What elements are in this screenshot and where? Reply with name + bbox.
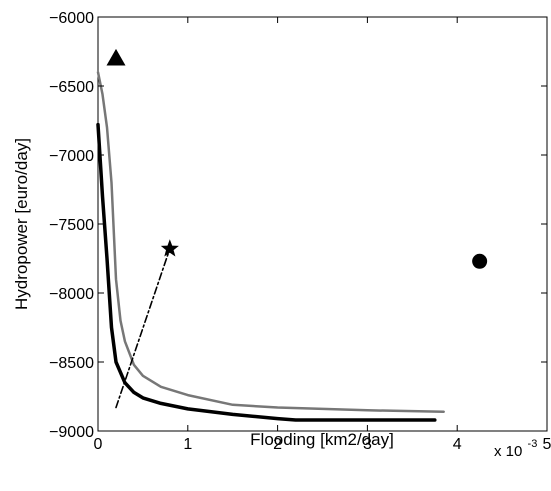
x-tick-label: 4 [453,436,462,453]
star-marker [160,239,179,257]
y-tick-label: −7500 [49,217,94,234]
x-multiplier-label: x 10 -3 [494,438,537,460]
x-tick-label: 3 [363,436,372,453]
y-axis-label: Hydropower [euro/day] [12,138,31,310]
marker-layer [106,48,488,269]
x-tick-label: 5 [543,436,551,453]
x-multiplier-base: x 10 [494,443,522,460]
series-line-3 [115,248,171,409]
x-axis-label: Flooding [km2/day] [250,430,394,449]
y-tick-label: −8500 [49,355,94,372]
series-line-1 [96,70,445,413]
tick-layer: 0 1 2 3 4 5 −9000 −8500 −8000 −7500 −7000 −6500 −600… [49,10,551,453]
x-tick-label: 2 [273,436,282,453]
circle-marker [472,253,488,269]
triangle-marker [106,48,126,66]
y-tick-label: −6000 [49,10,94,27]
series-layer [96,70,445,422]
x-tick-label: 1 [183,436,192,453]
y-tick-label: −9000 [49,424,94,441]
plot-area-frame [97,16,548,432]
x-multiplier-exponent: -3 [528,438,538,450]
y-tick-label: −6500 [49,79,94,96]
x-tick-label: 0 [94,436,103,453]
y-tick-label: −7000 [49,148,94,165]
series-line-2 [96,122,437,422]
y-tick-label: −8000 [49,286,94,303]
